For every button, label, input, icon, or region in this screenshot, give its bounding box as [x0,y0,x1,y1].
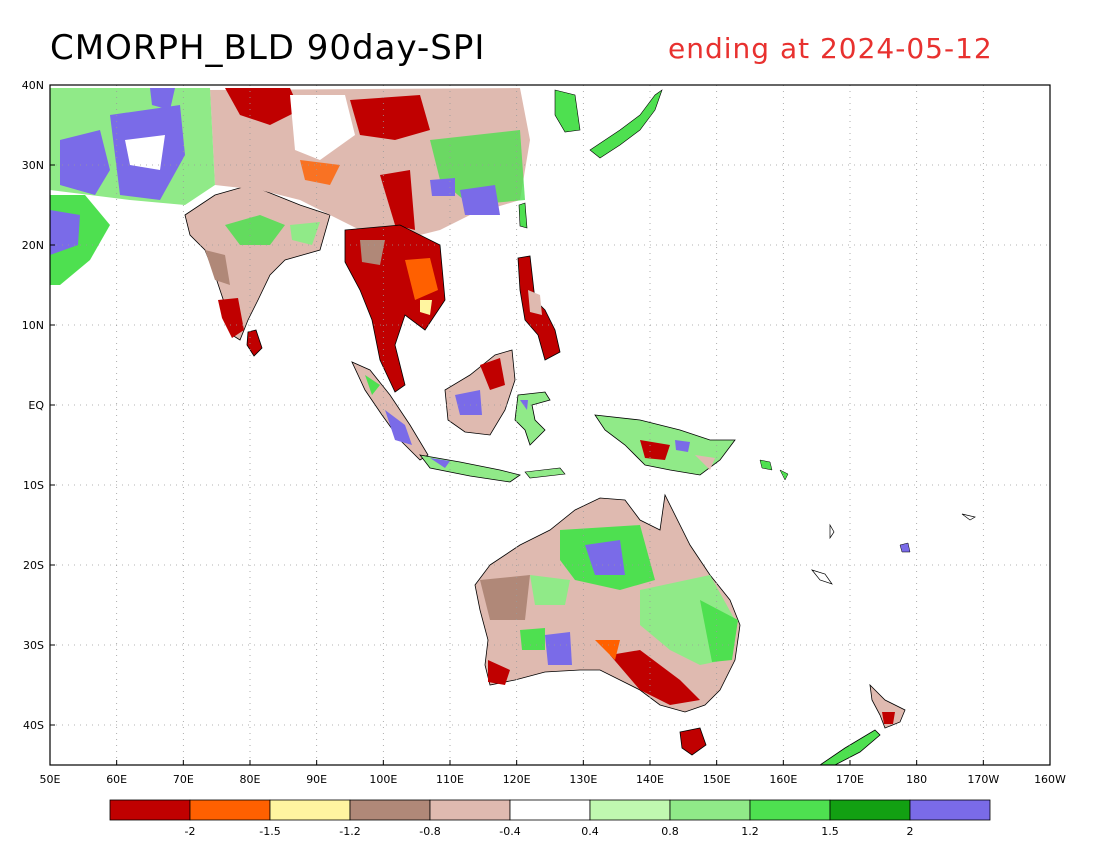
lon-label: 50E [40,773,61,786]
lon-label: 160E [769,773,797,786]
lon-label: 170W [967,773,999,786]
lat-label: 40S [23,719,44,732]
legend-label: -2 [185,825,196,838]
lat-label: 10N [22,319,44,332]
legend-swatch [269,799,351,821]
lon-label: 80E [240,773,261,786]
legend-swatch [349,799,431,821]
lat-label: 30S [23,639,44,652]
region-new-zealand [869,683,906,729]
legend-label: 1.5 [821,825,839,838]
legend-label: -1.5 [259,825,280,838]
lon-label: 160W [1034,773,1066,786]
lat-label: EQ [28,399,44,412]
legend-swatch [429,799,511,821]
legend-label: -0.8 [419,825,440,838]
legend-label: -0.4 [499,825,520,838]
lon-label: 140E [636,773,664,786]
region-new-zealand-south [819,729,881,765]
lat-label: 30N [22,159,44,172]
lon-label: 170E [836,773,864,786]
legend-label: 0.8 [661,825,679,838]
legend-label: 1.2 [741,825,759,838]
lon-label: 130E [569,773,597,786]
legend-label: 2 [907,825,914,838]
region-india [184,184,331,341]
lon-label: 150E [703,773,731,786]
spi-field [50,88,976,765]
legend-label: -1.2 [339,825,360,838]
lon-label: 70E [173,773,194,786]
map-title: CMORPH_BLD 90day-SPI [50,28,486,68]
legend-swatch [829,799,911,821]
lon-label: 110E [436,773,464,786]
lat-label: 10S [23,479,44,492]
region-sri-lanka [246,329,263,357]
region-japan [589,89,663,159]
legend-swatch [909,799,991,821]
legend-swatch [749,799,831,821]
axis-labels: 50E 60E 70E 80E 90E 100E 110E 120E 130E 140E 150E 1… [22,79,1066,786]
legend-swatch [189,799,271,821]
ending-date-label: ending at 2024-05-12 [668,32,993,65]
region-tasmania [679,727,707,756]
lon-label: 100E [369,773,397,786]
legend-swatch [589,799,671,821]
lon-label: 180 [906,773,927,786]
lat-label: 20S [23,559,44,572]
legend-swatch [109,799,191,821]
lon-label: 60E [106,773,127,786]
lon-label: 120E [503,773,531,786]
region-sulawesi [514,391,551,446]
color-legend: -2 -1.5 -1.2 -0.8 -0.4 0.4 0.8 1.2 1.5 2 [109,799,991,838]
map-frame [49,84,1051,766]
legend-label: 0.4 [581,825,599,838]
legend-swatch [509,799,591,821]
lon-label: 90E [306,773,327,786]
lat-label: 40N [22,79,44,92]
legend-swatch [669,799,751,821]
lat-label: 20N [22,239,44,252]
